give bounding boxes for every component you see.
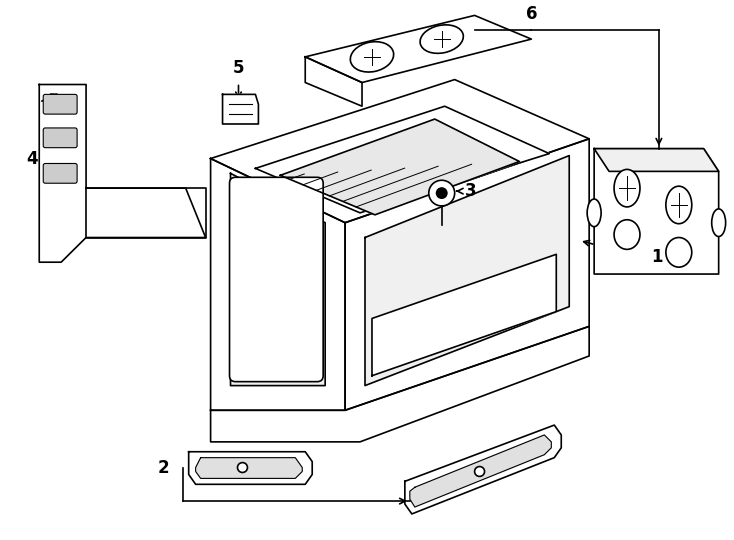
Polygon shape <box>345 139 589 410</box>
Ellipse shape <box>587 199 601 227</box>
Polygon shape <box>230 173 325 386</box>
FancyBboxPatch shape <box>43 128 77 147</box>
Ellipse shape <box>666 238 691 267</box>
Polygon shape <box>255 106 549 213</box>
Polygon shape <box>405 425 562 514</box>
Polygon shape <box>211 79 589 222</box>
Polygon shape <box>222 94 258 124</box>
Ellipse shape <box>350 42 393 72</box>
FancyBboxPatch shape <box>43 164 77 183</box>
Text: 3: 3 <box>465 182 476 200</box>
Text: 4: 4 <box>26 150 38 167</box>
Circle shape <box>436 187 448 199</box>
FancyBboxPatch shape <box>230 177 323 382</box>
Ellipse shape <box>420 25 463 53</box>
Polygon shape <box>365 156 570 386</box>
Text: 6: 6 <box>526 5 537 23</box>
FancyBboxPatch shape <box>43 94 77 114</box>
Circle shape <box>429 180 454 206</box>
Polygon shape <box>211 326 589 442</box>
Ellipse shape <box>712 209 726 237</box>
Polygon shape <box>410 435 551 507</box>
Polygon shape <box>305 57 362 106</box>
Polygon shape <box>39 84 206 262</box>
Polygon shape <box>280 119 520 215</box>
Text: 1: 1 <box>651 248 662 266</box>
Polygon shape <box>305 16 531 83</box>
Ellipse shape <box>666 186 691 224</box>
Polygon shape <box>196 458 302 478</box>
Polygon shape <box>189 452 312 484</box>
Circle shape <box>238 463 247 472</box>
Polygon shape <box>372 254 556 376</box>
Ellipse shape <box>614 220 640 249</box>
Polygon shape <box>594 148 719 171</box>
Polygon shape <box>594 148 719 274</box>
Polygon shape <box>211 159 345 410</box>
Ellipse shape <box>614 170 640 207</box>
Text: 5: 5 <box>233 59 244 77</box>
Circle shape <box>475 467 484 476</box>
Text: 2: 2 <box>157 458 169 476</box>
Polygon shape <box>86 188 206 238</box>
